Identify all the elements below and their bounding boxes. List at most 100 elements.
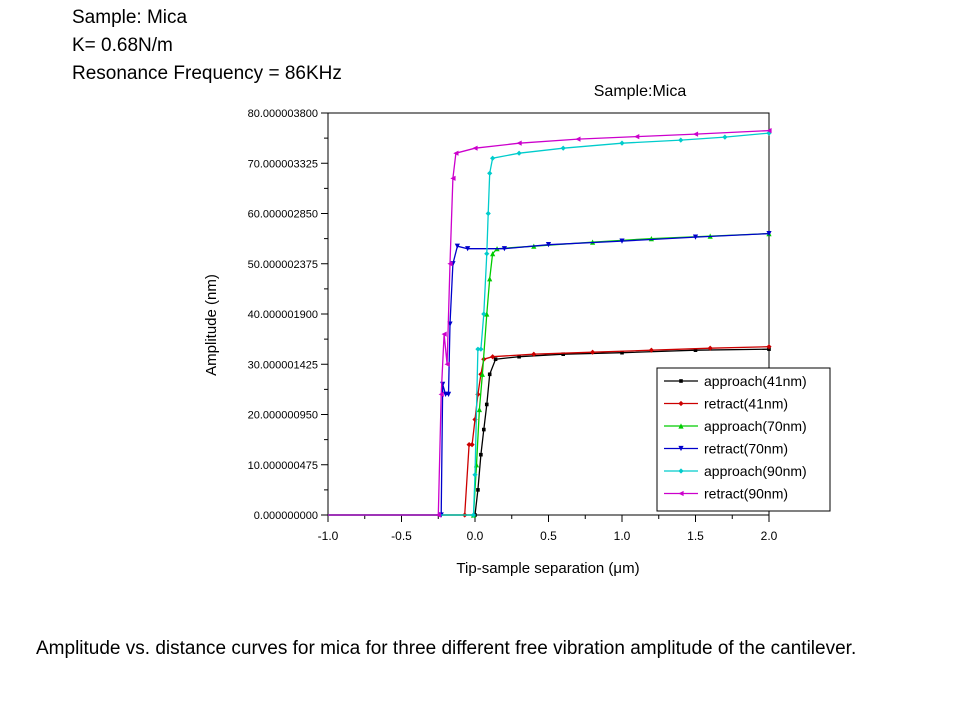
data-point [678, 137, 684, 143]
data-point [478, 346, 484, 352]
legend-item: retract(90nm) [664, 486, 788, 502]
data-point [475, 391, 481, 397]
x-tick-label: -0.5 [391, 529, 412, 543]
data-point [469, 442, 475, 448]
data-point [722, 134, 728, 140]
data-point [679, 379, 683, 383]
data-point [545, 242, 552, 248]
x-tick-label: 0.5 [540, 529, 557, 543]
y-tick-label: 50.000002375 [248, 259, 318, 271]
legend-box [656, 367, 831, 512]
x-axis-label: Tip-sample separation (μm) [456, 560, 639, 577]
data-point [481, 311, 487, 317]
data-point [517, 354, 521, 359]
data-point [490, 354, 496, 360]
x-tick-label: 2.0 [761, 529, 778, 543]
y-tick-label: 10.000000475 [248, 460, 318, 472]
data-point [678, 490, 684, 497]
data-point [472, 145, 478, 151]
data-point [482, 427, 486, 432]
sample-name: Sample: Mica [72, 7, 188, 28]
x-tick-label: 0.0 [467, 529, 484, 543]
series-line [328, 132, 770, 516]
data-point [561, 352, 565, 356]
data-point [766, 231, 772, 237]
resonance-frequency: Resonance Frequency = 86KHz [72, 63, 342, 84]
legend-label: retract(70nm) [704, 441, 788, 457]
legend-label: retract(41nm) [704, 396, 788, 412]
series-layer [328, 127, 772, 518]
data-point [487, 170, 493, 176]
x-axis: -1.0 -0.5 0.0 0.5 1.0 1.5 2.0 [318, 515, 778, 543]
data-point [693, 348, 698, 352]
data-point [692, 131, 699, 137]
data-point [493, 357, 498, 362]
sample-info: Sample: Mica K= 0.68N/m Resonance Freque… [72, 4, 342, 88]
data-point [766, 344, 772, 350]
spring-constant: K= 0.68N/m [72, 35, 173, 56]
data-point [476, 406, 483, 413]
data-point [470, 512, 477, 518]
data-point [678, 445, 684, 452]
data-point [487, 276, 493, 282]
data-point [466, 442, 472, 448]
data-point [453, 150, 459, 156]
series-retract-90nm [328, 127, 772, 518]
data-point [444, 361, 450, 367]
y-axis-label: Amplitude (nm) [203, 274, 220, 376]
legend: approach(41nm) retract(41nm) approach(70nm… [656, 367, 831, 512]
data-point [516, 150, 522, 156]
data-point [479, 371, 485, 377]
data-point [619, 238, 625, 244]
y-tick-label: 20.000000950 [248, 410, 318, 422]
legend-item: approach(41nm) [664, 373, 807, 389]
data-point [487, 372, 492, 377]
legend-label: retract(90nm) [704, 486, 788, 502]
series-line [328, 232, 770, 516]
series-retract-70nm [328, 231, 772, 518]
data-point [692, 234, 699, 240]
data-point [445, 391, 452, 397]
data-point [465, 246, 471, 252]
data-point [475, 346, 481, 352]
y-tick-label: 40.000001900 [248, 309, 318, 321]
data-point [484, 402, 489, 407]
chart-title: Sample:Mica [594, 83, 687, 100]
legend-item: retract(41nm) [664, 396, 788, 412]
data-point [531, 351, 537, 357]
y-tick-label: 0.000000000 [254, 510, 318, 522]
legend-label: approach(41nm) [704, 373, 807, 389]
data-point [619, 140, 625, 146]
legend-item: retract(70nm) [664, 441, 788, 457]
series-line [328, 232, 770, 516]
series-line [328, 129, 770, 516]
y-axis: 0.000000000 10.000000475 20.000000950 30.00… [248, 108, 328, 522]
data-point [484, 251, 490, 257]
data-point [634, 134, 640, 140]
data-point [479, 452, 483, 457]
data-point [438, 391, 444, 397]
data-point [575, 136, 581, 142]
x-tick-label: -1.0 [318, 529, 339, 543]
data-point [560, 145, 566, 151]
data-point [516, 140, 522, 146]
legend-item: approach(70nm) [664, 418, 807, 434]
legend-label: approach(90nm) [704, 463, 807, 479]
legend-item: approach(90nm) [664, 463, 807, 479]
data-point [707, 345, 713, 351]
data-point [490, 251, 496, 257]
y-tick-label: 30.000001425 [248, 359, 318, 371]
data-point [678, 400, 684, 407]
data-point [501, 246, 507, 252]
data-point [450, 175, 456, 181]
y-tick-label: 70.000003325 [248, 158, 318, 170]
y-tick-label: 80.000003800 [248, 108, 318, 120]
x-tick-label: 1.0 [614, 529, 631, 543]
x-tick-label: 1.5 [687, 529, 704, 543]
data-point [454, 243, 460, 249]
data-point [447, 261, 453, 267]
y-tick-label: 60.000002850 [248, 209, 318, 221]
data-point [648, 347, 654, 353]
data-point [435, 512, 441, 518]
